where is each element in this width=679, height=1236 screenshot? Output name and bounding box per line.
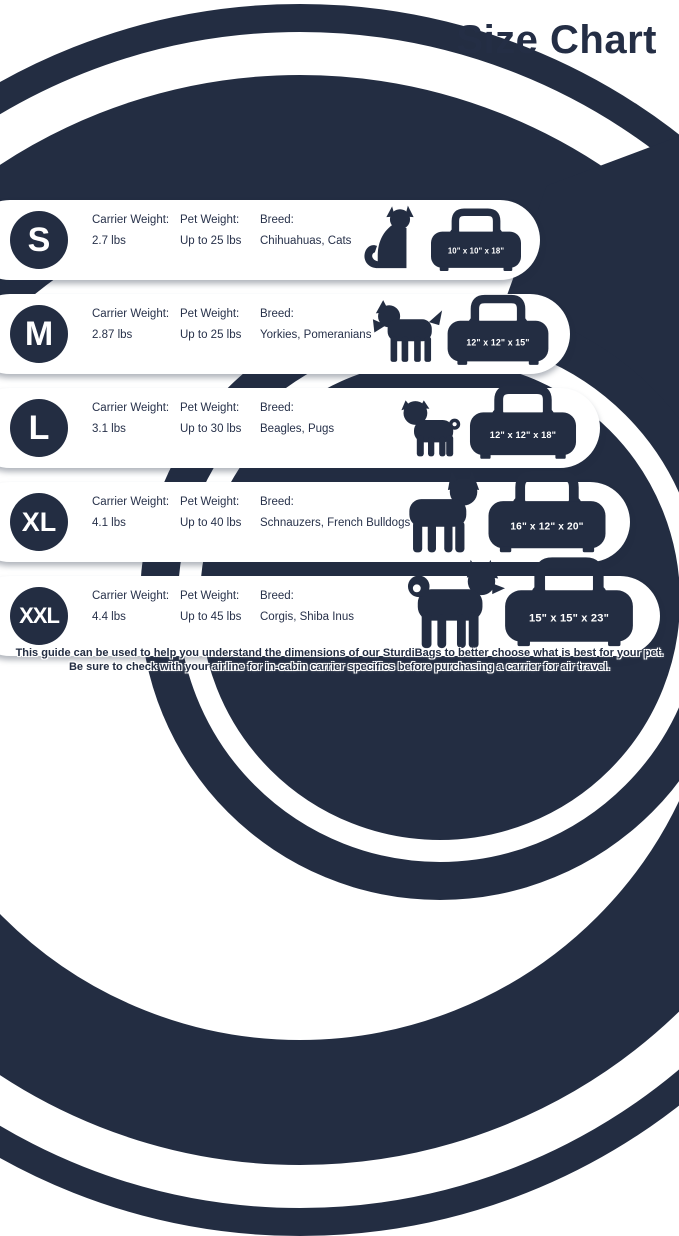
breed-value: Beagles, Pugs xyxy=(260,422,335,435)
size-badge-m: M xyxy=(10,305,68,363)
pet-weight-value: Up to 30 lbs xyxy=(180,422,242,435)
pet-weight-label: Pet Weight: xyxy=(180,590,240,602)
breed-label: Breed: xyxy=(260,496,294,508)
breed-label: Breed: xyxy=(260,402,294,414)
carrier-icon: 12" x 12" x 15" xyxy=(447,294,549,365)
size-row-xxl: XXL Carrier Weight: 4.4 lbs Pet Weight: … xyxy=(0,557,660,656)
carrier-icon: 12" x 12" x 18" xyxy=(469,385,577,459)
breed-column: Breed: Beagles, Pugs xyxy=(260,402,390,454)
size-row-m: M Carrier Weight: 2.87 lbs Pet Weight: U… xyxy=(0,294,570,374)
carrier-dimensions: 16" x 12" x 20" xyxy=(510,522,583,533)
carrier-weight-label: Carrier Weight: xyxy=(92,214,170,226)
breed-label: Breed: xyxy=(260,590,294,602)
shiba-inu-icon xyxy=(407,559,505,649)
carrier-icon: 15" x 15" x 23" xyxy=(505,557,633,647)
pet-weight-label: Pet Weight: xyxy=(180,496,240,508)
pet-weight-label: Pet Weight: xyxy=(180,308,240,320)
footer-line-2: Be sure to check with your airline for i… xyxy=(68,661,611,674)
breed-column: Breed: Yorkies, Pomeranians xyxy=(260,308,378,360)
breed-value: Yorkies, Pomeranians xyxy=(260,328,372,341)
breed-value: Schnauzers, French Bulldogs xyxy=(260,516,411,529)
carrier-weight-column: Carrier Weight: 2.87 lbs xyxy=(92,308,180,360)
footer-line-1: This guide can be used to help you under… xyxy=(15,647,664,659)
carrier-dimensions: 10" x 10" x 18" xyxy=(448,247,504,256)
carrier-weight-value: 2.87 lbs xyxy=(92,328,133,341)
carrier-dimensions: 15" x 15" x 23" xyxy=(529,612,609,624)
size-badge-l: L xyxy=(10,399,68,457)
breed-column: Breed: Schnauzers, French Bulldogs xyxy=(260,496,430,548)
breed-value: Corgis, Shiba Inus xyxy=(260,610,354,623)
pet-weight-column: Pet Weight: Up to 25 lbs xyxy=(180,308,260,360)
pet-weight-label: Pet Weight: xyxy=(180,402,240,414)
size-badge-s: S xyxy=(10,211,68,269)
cat-icon xyxy=(364,205,414,269)
pug-icon xyxy=(401,400,461,457)
pet-weight-value: Up to 25 lbs xyxy=(180,328,242,341)
breed-column: Breed: Chihuahuas, Cats xyxy=(260,214,378,266)
pet-weight-value: Up to 45 lbs xyxy=(180,610,242,623)
carrier-weight-value: 4.4 lbs xyxy=(92,610,126,623)
carrier-weight-column: Carrier Weight: 2.7 lbs xyxy=(92,214,180,266)
breed-value: Chihuahuas, Cats xyxy=(260,234,352,247)
carrier-weight-column: Carrier Weight: 4.4 lbs xyxy=(92,590,180,642)
size-row-xl: XL Carrier Weight: 4.1 lbs Pet Weight: U… xyxy=(0,469,630,562)
carrier-weight-value: 3.1 lbs xyxy=(92,422,126,435)
page-title: Size Chart xyxy=(456,18,657,62)
carrier-weight-label: Carrier Weight: xyxy=(92,402,170,414)
carrier-weight-value: 2.7 lbs xyxy=(92,234,126,247)
carrier-weight-label: Carrier Weight: xyxy=(92,496,170,508)
footer-note: This guide can be used to help you under… xyxy=(0,646,679,675)
pet-weight-value: Up to 25 lbs xyxy=(180,234,242,247)
pet-weight-column: Pet Weight: Up to 40 lbs xyxy=(180,496,260,548)
size-badge-xl: XL xyxy=(10,493,68,551)
breed-column: Breed: Corgis, Shiba Inus xyxy=(260,590,410,642)
pet-weight-column: Pet Weight: Up to 30 lbs xyxy=(180,402,260,454)
pet-weight-value: Up to 40 lbs xyxy=(180,516,242,529)
size-row-l: L Carrier Weight: 3.1 lbs Pet Weight: Up… xyxy=(0,385,600,468)
french-bulldog-icon xyxy=(409,469,480,553)
carrier-dimensions: 12" x 12" x 15" xyxy=(466,337,529,347)
breed-label: Breed: xyxy=(260,214,294,226)
pet-weight-column: Pet Weight: Up to 25 lbs xyxy=(180,214,260,266)
carrier-icon: 16" x 12" x 20" xyxy=(488,471,606,553)
yorkie-icon xyxy=(372,300,443,362)
pet-weight-column: Pet Weight: Up to 45 lbs xyxy=(180,590,260,642)
size-badge-xxl: XXL xyxy=(10,587,68,645)
carrier-weight-column: Carrier Weight: 3.1 lbs xyxy=(92,402,180,454)
carrier-dimensions: 12" x 12" x 18" xyxy=(490,430,556,440)
carrier-weight-label: Carrier Weight: xyxy=(92,308,170,320)
pet-weight-label: Pet Weight: xyxy=(180,214,240,226)
carrier-icon: 10" x 10" x 18" xyxy=(431,208,521,271)
breed-label: Breed: xyxy=(260,308,294,320)
carrier-weight-value: 4.1 lbs xyxy=(92,516,126,529)
carrier-weight-column: Carrier Weight: 4.1 lbs xyxy=(92,496,180,548)
carrier-weight-label: Carrier Weight: xyxy=(92,590,170,602)
size-row-s: S Carrier Weight: 2.7 lbs Pet Weight: Up… xyxy=(0,200,540,280)
